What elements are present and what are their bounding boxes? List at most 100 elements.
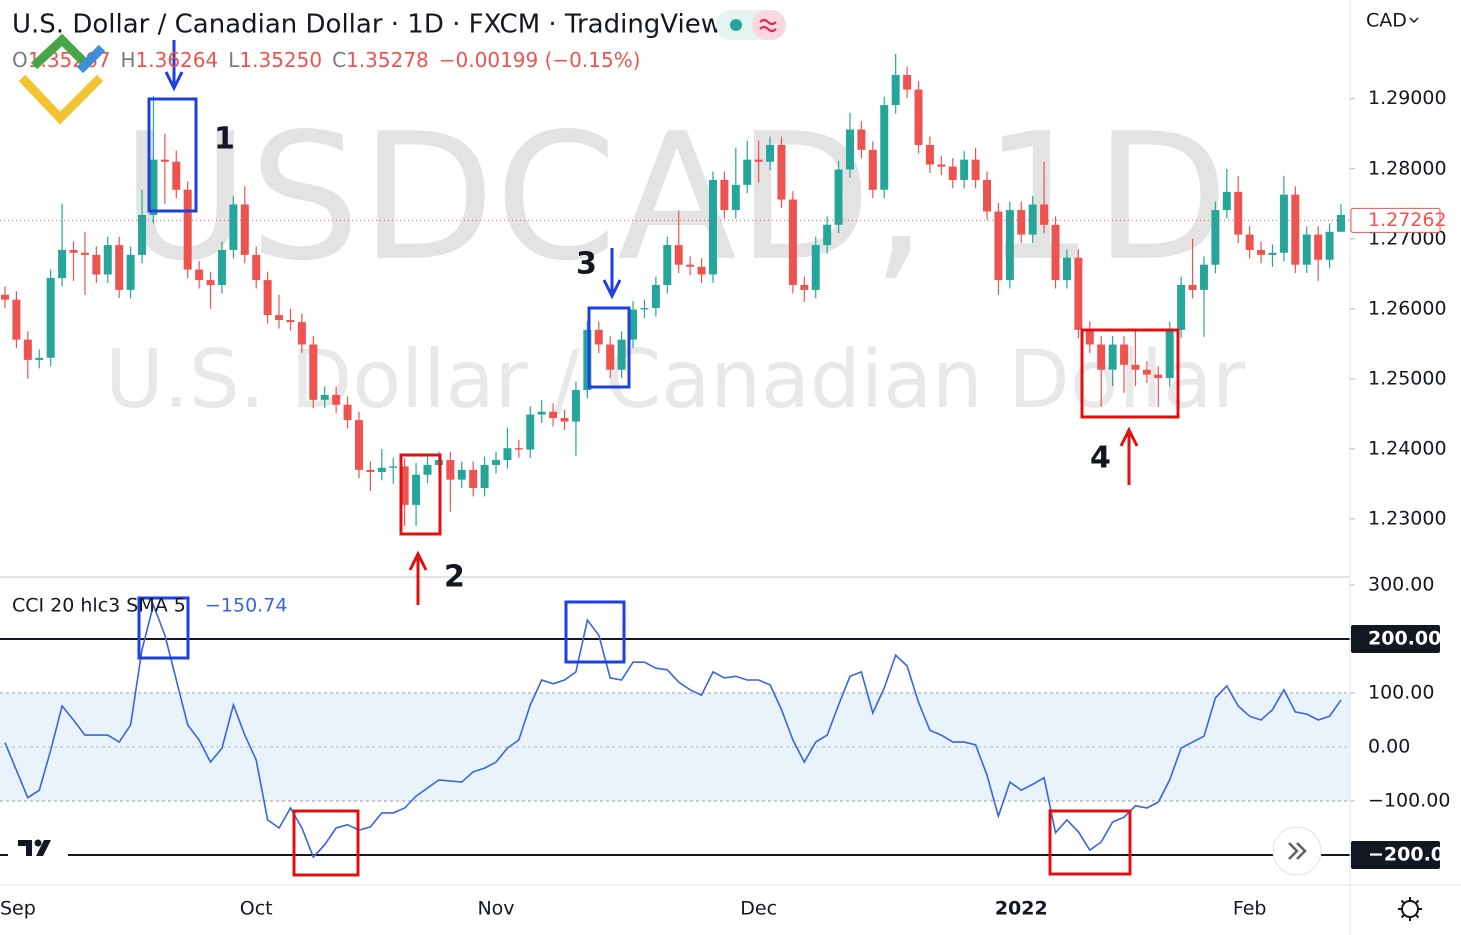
legend-value: 1.35278 bbox=[346, 48, 429, 72]
logo-dot bbox=[34, 839, 42, 847]
annotation: 2 bbox=[444, 560, 465, 595]
candle-body bbox=[571, 390, 580, 422]
candle-body bbox=[1154, 374, 1163, 379]
logo-part bbox=[76, 44, 106, 74]
legend-key: O bbox=[12, 48, 28, 72]
scroll-button[interactable] bbox=[1272, 826, 1322, 876]
chart-title: U.S. Dollar / Canadian Dollar · 1D · FXC… bbox=[12, 10, 722, 40]
candle-body bbox=[788, 199, 797, 285]
highlight-box bbox=[292, 809, 360, 877]
y-tick-label: 1.24000 bbox=[1368, 437, 1447, 459]
candle-body bbox=[891, 74, 900, 106]
candle-body bbox=[549, 411, 558, 419]
candle-body bbox=[217, 249, 226, 285]
candle-body bbox=[766, 144, 775, 162]
candle-body bbox=[206, 280, 215, 285]
candle-body bbox=[457, 469, 466, 480]
cci-line bbox=[4, 602, 1342, 859]
legend-key: C bbox=[332, 48, 346, 72]
candle-body bbox=[12, 299, 21, 340]
candle-body bbox=[160, 159, 169, 162]
candle-body bbox=[183, 189, 192, 270]
highlights bbox=[137, 40, 1180, 877]
candle-body bbox=[1, 294, 9, 300]
candle-body bbox=[1325, 231, 1334, 260]
tv-logo[interactable] bbox=[8, 822, 68, 872]
candle-body bbox=[537, 411, 546, 415]
candle-body bbox=[1097, 344, 1106, 370]
candle-body bbox=[58, 249, 67, 278]
dropdown-caret[interactable] bbox=[1409, 17, 1419, 24]
legend-value: 1.35250 bbox=[239, 48, 322, 72]
candle-body bbox=[743, 159, 752, 185]
candle-body bbox=[80, 252, 89, 255]
x-tick-label: Nov bbox=[477, 898, 514, 920]
candle-body bbox=[674, 245, 683, 265]
candle-body bbox=[320, 394, 329, 400]
candle-body bbox=[994, 211, 1003, 281]
candle-body bbox=[263, 280, 272, 316]
logo-bg[interactable] bbox=[8, 822, 68, 872]
candle-body bbox=[948, 166, 957, 180]
toggles[interactable] bbox=[716, 10, 786, 40]
candle-body bbox=[92, 254, 101, 275]
candle-body bbox=[1302, 234, 1311, 265]
plot-layer bbox=[0, 53, 1350, 859]
candle-body bbox=[1188, 284, 1197, 290]
y-tick-label: 1.26000 bbox=[1368, 297, 1447, 319]
y-tick-label: 100.00 bbox=[1368, 682, 1434, 704]
candle-body bbox=[754, 159, 763, 162]
x-tick-label: Feb bbox=[1233, 898, 1267, 920]
candle-body bbox=[560, 418, 569, 422]
candle-body bbox=[834, 169, 843, 225]
candle-body bbox=[868, 149, 877, 190]
axes-layer: 1.230001.240001.250001.260001.270001.280… bbox=[0, 87, 1457, 919]
status-dot bbox=[730, 19, 742, 31]
candle-body bbox=[138, 214, 147, 255]
candle-body bbox=[115, 245, 124, 290]
arrow-up bbox=[408, 550, 428, 605]
toggle-pill[interactable] bbox=[752, 10, 786, 40]
candle-body bbox=[309, 344, 318, 400]
y-tick-label: −100.00 bbox=[1368, 789, 1450, 811]
candle-body bbox=[275, 315, 284, 321]
y-tick-label: 1.25000 bbox=[1368, 367, 1447, 389]
candle-body bbox=[1017, 210, 1026, 235]
last-price-label: 1.27262 bbox=[1368, 209, 1447, 231]
candle-body bbox=[903, 74, 912, 90]
y-tick-label: 1.29000 bbox=[1368, 87, 1447, 109]
candle-body bbox=[629, 309, 638, 340]
candle-body bbox=[1142, 369, 1151, 375]
annotations: 1 2 3 4 bbox=[214, 122, 1111, 595]
y-tick-label: −200.00 bbox=[1368, 843, 1457, 865]
y-tick-label: 300.00 bbox=[1368, 574, 1434, 596]
candle-body bbox=[983, 179, 992, 212]
candle-body bbox=[937, 164, 946, 167]
cci-band-layer bbox=[0, 638, 1350, 856]
candle-body bbox=[720, 179, 729, 211]
candle-body bbox=[857, 129, 866, 150]
candle-body bbox=[1062, 257, 1071, 281]
candle-body bbox=[503, 448, 512, 461]
highlight-box bbox=[147, 97, 198, 213]
candle-body bbox=[1314, 234, 1323, 260]
candle-body bbox=[172, 161, 181, 190]
x-tick-label: Sep bbox=[0, 898, 36, 920]
candle-body bbox=[35, 357, 44, 360]
indicator-legend: CCI 20 hlc3 SMA 5 bbox=[12, 595, 186, 617]
candle-body bbox=[1257, 249, 1266, 255]
candle-body bbox=[1085, 329, 1094, 345]
arrow-up bbox=[1119, 426, 1139, 485]
logo-part bbox=[30, 33, 92, 70]
candle-body bbox=[845, 129, 854, 170]
highlight-box bbox=[1048, 809, 1132, 876]
candle-body bbox=[925, 144, 934, 165]
settings-button[interactable] bbox=[1398, 897, 1422, 921]
currency-selector[interactable]: CAD bbox=[1366, 10, 1407, 32]
highlight-box bbox=[137, 596, 190, 660]
candle-body bbox=[423, 464, 432, 475]
candle-body bbox=[1108, 344, 1117, 370]
candle-body bbox=[469, 469, 478, 489]
candle-body bbox=[1337, 214, 1345, 232]
candle-body bbox=[229, 204, 238, 250]
